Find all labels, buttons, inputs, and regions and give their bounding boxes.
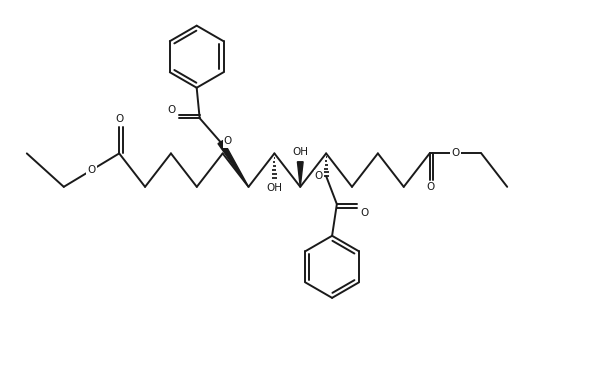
Text: OH: OH (292, 147, 308, 157)
Polygon shape (218, 140, 249, 187)
Text: O: O (167, 105, 175, 115)
Text: O: O (88, 165, 95, 175)
Text: O: O (426, 182, 434, 192)
Text: O: O (315, 171, 323, 181)
Text: O: O (116, 114, 124, 125)
Text: O: O (224, 137, 232, 147)
Text: O: O (361, 208, 369, 218)
Text: OH: OH (266, 183, 283, 193)
Polygon shape (297, 162, 303, 187)
Text: O: O (451, 148, 460, 158)
